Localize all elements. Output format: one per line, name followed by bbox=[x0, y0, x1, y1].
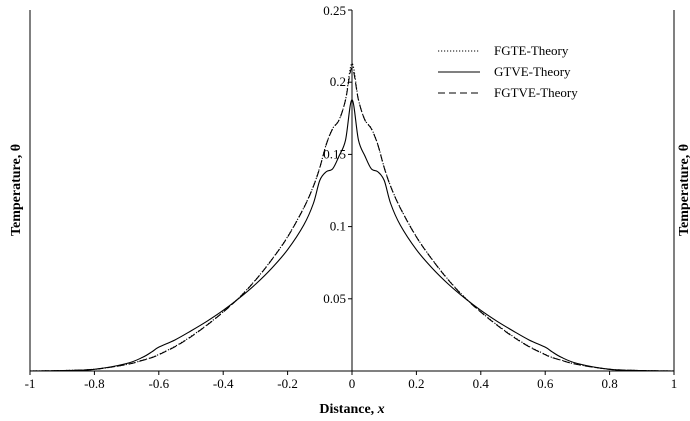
legend-label-gtve: GTVE-Theory bbox=[494, 64, 571, 79]
x-tick-label: 0.4 bbox=[473, 376, 490, 391]
x-tick-label: 0 bbox=[349, 376, 356, 391]
series-line-gtve bbox=[29, 98, 675, 372]
x-tick-label: -0.8 bbox=[84, 376, 105, 391]
x-tick-label: -0.6 bbox=[149, 376, 170, 391]
x-tick-label: 0.6 bbox=[537, 376, 554, 391]
legend-label-fgte: FGTE-Theory bbox=[494, 43, 569, 58]
x-axis-title: Distance, x bbox=[319, 402, 384, 417]
legend: FGTE-Theory GTVE-Theory FGTVE-Theory bbox=[438, 43, 578, 100]
axis-ticks: -1 -0.8 -0.6 -0.4 -0.2 0 0.2 0.4 0.6 0.8 1 0.05 0.1 0… bbox=[25, 3, 678, 391]
x-tick-label: -0.4 bbox=[213, 376, 234, 391]
x-tick-label: 1 bbox=[671, 376, 678, 391]
plot-area bbox=[29, 10, 675, 372]
y-axis-title-left: Temperature, θ bbox=[9, 144, 24, 236]
y-tick-label: 0.05 bbox=[323, 291, 346, 306]
y-tick-label: 0.2 bbox=[330, 74, 346, 89]
series-line-fgtve bbox=[29, 67, 675, 372]
legend-label-fgtve: FGTVE-Theory bbox=[494, 85, 578, 100]
series-layer bbox=[29, 62, 675, 372]
legend-item-fgte: FGTE-Theory bbox=[438, 43, 569, 58]
y-axis-title-right: Temperature, θ bbox=[677, 144, 690, 236]
x-tick-label: 0.2 bbox=[408, 376, 424, 391]
y-tick-label: 0.15 bbox=[323, 146, 346, 161]
y-tick-label: 0.25 bbox=[323, 3, 346, 18]
legend-item-gtve: GTVE-Theory bbox=[438, 64, 571, 79]
x-tick-label: -0.2 bbox=[277, 376, 298, 391]
y-tick-label: 0.1 bbox=[330, 219, 346, 234]
x-tick-label: -1 bbox=[25, 376, 36, 391]
legend-item-fgtve: FGTVE-Theory bbox=[438, 85, 578, 100]
x-tick-label: 0.8 bbox=[601, 376, 617, 391]
